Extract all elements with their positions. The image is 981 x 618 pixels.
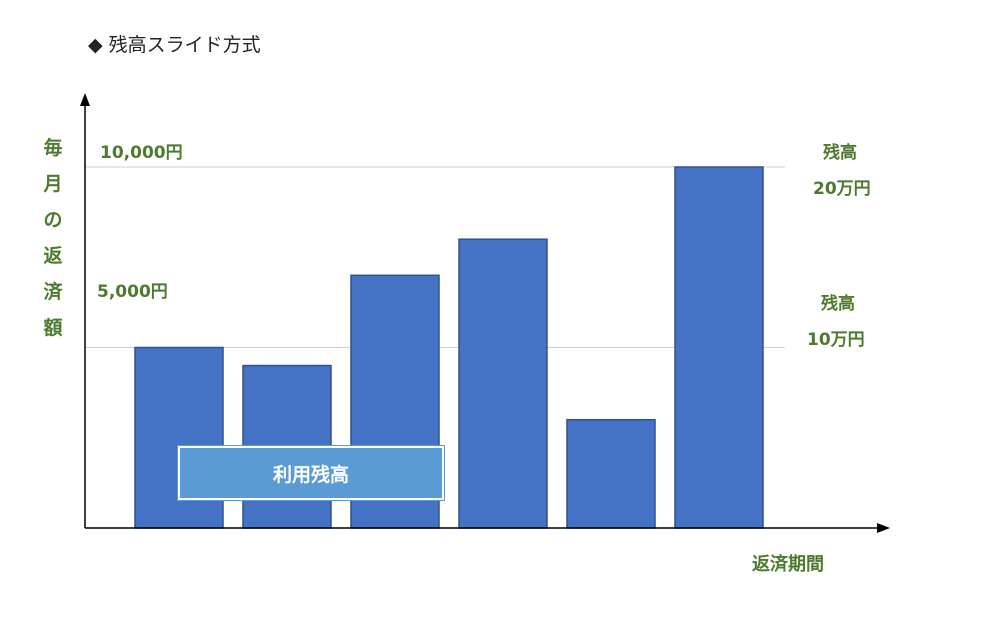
y-axis-arrow-icon — [80, 93, 90, 106]
right-label-middle-line1: 残高 — [821, 294, 855, 314]
bar-1 — [134, 346, 224, 529]
tick-label-10000: 10,000円 — [100, 143, 183, 163]
y-axis-label-char: 月 — [43, 173, 63, 195]
diagram-title: ◆ 残高スライド方式 — [88, 30, 261, 57]
y-axis-label-char: 済 — [43, 281, 63, 303]
usage-balance-label: 利用残高 — [272, 463, 349, 486]
y-axis-label-char: 返 — [43, 245, 63, 267]
diamond-bullet-icon: ◆ — [88, 34, 103, 56]
right-label-top-line1: 残高 — [823, 143, 857, 163]
y-axis-label: 毎 月 の 返 済 額 — [38, 130, 68, 346]
y-axis-label-char: 毎 — [43, 137, 63, 159]
tick-label-5000: 5,000円 — [97, 282, 168, 302]
right-label-middle-line2: 10万円 — [807, 330, 865, 350]
usage-balance-box: 利用残高 — [177, 445, 445, 501]
right-label-top-line2: 20万円 — [813, 179, 871, 199]
axes — [80, 93, 890, 533]
bar-5 — [566, 418, 656, 529]
bar-4 — [458, 238, 548, 529]
x-axis-label: 返済期間 — [752, 554, 824, 575]
bar-6 — [674, 166, 764, 529]
y-axis-label-char: 額 — [43, 317, 63, 339]
x-axis-arrow-icon — [877, 523, 890, 533]
y-axis-label-char: の — [43, 209, 63, 231]
title-text: 残高スライド方式 — [108, 34, 261, 56]
